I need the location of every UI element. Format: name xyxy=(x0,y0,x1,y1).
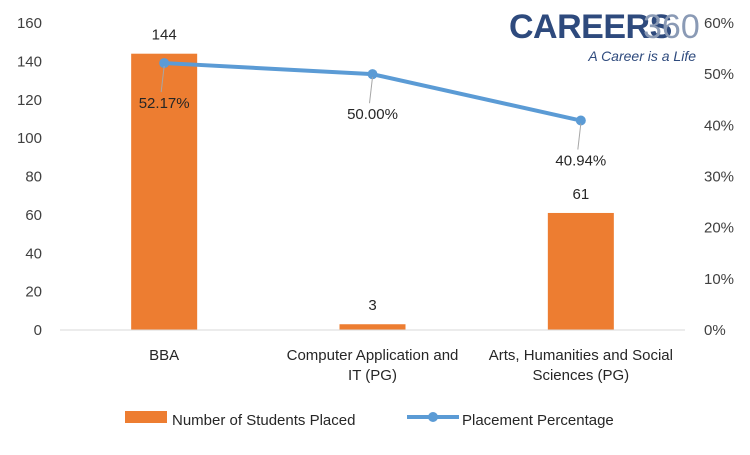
bar-value-label: 61 xyxy=(572,186,589,203)
y-right-tick-label: 60% xyxy=(704,15,734,32)
y-left-tick-label: 80 xyxy=(25,169,42,186)
y-left-tick-label: 0 xyxy=(34,322,42,339)
y-right-tick-label: 0% xyxy=(704,322,726,339)
y-right-tick-label: 40% xyxy=(704,117,734,134)
bar-value-label: 144 xyxy=(152,27,177,44)
bar xyxy=(131,53,198,330)
line-point xyxy=(367,69,378,80)
data-label-leader xyxy=(577,123,582,150)
logo-number: 360 xyxy=(643,8,700,46)
x-tick-label: Computer Application and IT (PG) xyxy=(287,347,459,384)
y-right-tick-label: 20% xyxy=(704,220,734,237)
y-right-tick-label: 50% xyxy=(704,66,734,83)
line-point xyxy=(159,58,170,69)
bar xyxy=(547,212,614,330)
logo-brand: CAREERS xyxy=(509,8,672,46)
line-value-label: 40.94% xyxy=(555,153,606,170)
x-tick-label: BBA xyxy=(149,347,179,364)
line-layer xyxy=(159,58,586,126)
y-right-tick-label: 10% xyxy=(704,271,734,288)
legend-label: Placement Percentage xyxy=(462,412,614,429)
axes: 0 20 40 60 80 100 120 140 160 0% 10% 20% 30% 40% 50% 60… xyxy=(17,15,734,384)
data-label-leader xyxy=(369,77,373,104)
bar-value-label: 3 xyxy=(368,297,376,314)
y-left-tick-label: 20 xyxy=(25,284,42,301)
legend-bar-swatch xyxy=(125,411,167,423)
y-left-tick-label: 160 xyxy=(17,15,42,32)
data-label-leader xyxy=(160,66,165,93)
line-value-label: 52.17% xyxy=(139,95,190,112)
logo-tagline: A Career is a Life xyxy=(587,48,696,64)
y-left-tick-label: 120 xyxy=(17,92,42,109)
careers360-logo: CAREERS 360 A Career is a Life xyxy=(509,8,700,64)
bar xyxy=(339,324,406,330)
legend-line-marker xyxy=(428,412,438,422)
y-left-tick-label: 40 xyxy=(25,245,42,262)
line-point xyxy=(575,115,586,126)
y-left-tick-label: 60 xyxy=(25,207,42,224)
legend: Number of Students Placed Placement Perce… xyxy=(125,411,614,429)
legend-label: Number of Students Placed xyxy=(172,412,355,429)
y-left-tick-label: 100 xyxy=(17,130,42,147)
line-value-label: 50.00% xyxy=(347,106,398,123)
bars-layer xyxy=(131,53,614,330)
x-tick-label: Arts, Humanities and Social Sciences (PG) xyxy=(489,347,673,384)
y-right-tick-label: 30% xyxy=(704,169,734,186)
y-left-tick-label: 140 xyxy=(17,53,42,70)
labels-layer: 144 3 61 52.17% 50.00% 40.94% xyxy=(139,27,607,315)
